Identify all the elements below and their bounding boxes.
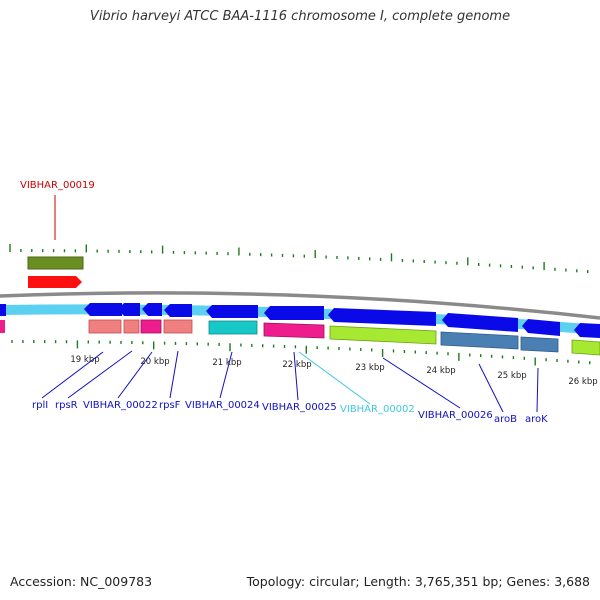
- scale-label: 20 kbp: [140, 357, 169, 367]
- gene-block-salmon-3[interactable]: [163, 319, 193, 334]
- gene-block-steelblue-2[interactable]: [520, 336, 559, 353]
- gene-label[interactable]: VIBHAR_00019: [20, 180, 95, 191]
- gene-label[interactable]: VIBHAR_00002: [340, 404, 415, 415]
- gene-block-salmon-2[interactable]: [123, 319, 140, 334]
- gene-label[interactable]: rpsR: [55, 400, 78, 411]
- leader-line: [298, 351, 371, 405]
- backbone-line: [0, 291, 600, 320]
- leader-line: [67, 350, 133, 399]
- scale-label: 19 kbp: [70, 355, 99, 365]
- gene-arrow-red-VIBHAR_00019[interactable]: [28, 276, 82, 288]
- leader-line: [219, 351, 233, 399]
- cds-arrow-blue-4[interactable]: [164, 304, 192, 317]
- cds-arrow-blue-10[interactable]: [574, 323, 600, 338]
- scale-label: 24 kbp: [426, 366, 455, 376]
- gene-block-steelblue-1[interactable]: [440, 331, 519, 350]
- leader-line: [382, 357, 461, 409]
- gene-label[interactable]: VIBHAR_00024: [185, 400, 260, 411]
- gene-labels: VIBHAR_00019 rplI rpsR VIBHAR_00022 rpsF VIBH…: [20, 180, 548, 425]
- gene-label[interactable]: VIBHAR_00022: [83, 400, 158, 411]
- cds-arrow-blue-7[interactable]: [328, 308, 436, 326]
- gene-block-magenta-1[interactable]: [140, 319, 162, 334]
- gene-block-green-1[interactable]: [329, 325, 437, 345]
- scale-label: 22 kbp: [282, 360, 311, 370]
- cds-arrow-blue-3[interactable]: [142, 303, 162, 316]
- cds-arrow-blue-2[interactable]: [118, 303, 140, 316]
- scale-label: 23 kbp: [355, 363, 384, 373]
- cds-arrow-blue-9[interactable]: [522, 319, 560, 336]
- gene-label[interactable]: VIBHAR_00025: [262, 402, 337, 413]
- gene-block-cyan-1[interactable]: [208, 320, 258, 335]
- gene-block-green-top[interactable]: [27, 256, 84, 270]
- scale-label: 21 kbp: [212, 358, 241, 368]
- leader-line: [117, 351, 153, 399]
- leader-line: [293, 351, 299, 401]
- scale-label: 25 kbp: [497, 371, 526, 381]
- cds-arrow-blue-8[interactable]: [442, 313, 518, 332]
- cds-arrow-left-edge[interactable]: [0, 304, 6, 316]
- cds-arrow-blue-1[interactable]: [84, 303, 122, 316]
- gene-label[interactable]: aroK: [525, 414, 548, 425]
- upper-tick-marks: [9, 244, 589, 274]
- lower-tick-marks: [11, 340, 591, 366]
- gene-label[interactable]: VIBHAR_00026: [418, 410, 493, 421]
- gene-block-magenta-2[interactable]: [263, 322, 325, 339]
- leader-line: [41, 351, 104, 399]
- gene-label[interactable]: rplI: [32, 400, 48, 411]
- gene-block-magenta-edge[interactable]: [0, 320, 5, 333]
- accession-text: Accession: NC_009783: [10, 574, 153, 589]
- gene-label[interactable]: rpsF: [159, 400, 181, 411]
- scale-label: 26 kbp: [568, 377, 597, 387]
- topology-text: Topology: circular; Length: 3,765,351 bp…: [246, 574, 590, 589]
- cds-arrow-blue-5[interactable]: [206, 305, 258, 318]
- gene-label[interactable]: aroB: [494, 414, 517, 425]
- map-title: Vibrio harveyi ATCC BAA-1116 chromosome …: [89, 9, 511, 24]
- leader-line: [536, 367, 539, 413]
- cds-arrow-blue-6[interactable]: [264, 306, 324, 320]
- label-leader-lines: [41, 195, 539, 413]
- leader-line: [478, 363, 504, 413]
- gene-block-salmon-1[interactable]: [88, 319, 122, 334]
- leader-line: [169, 350, 179, 399]
- gene-block-green-2[interactable]: [571, 339, 600, 356]
- scale-labels: 19 kbp 20 kbp 21 kbp 22 kbp 23 kbp 24 kbp 25 k…: [70, 355, 597, 387]
